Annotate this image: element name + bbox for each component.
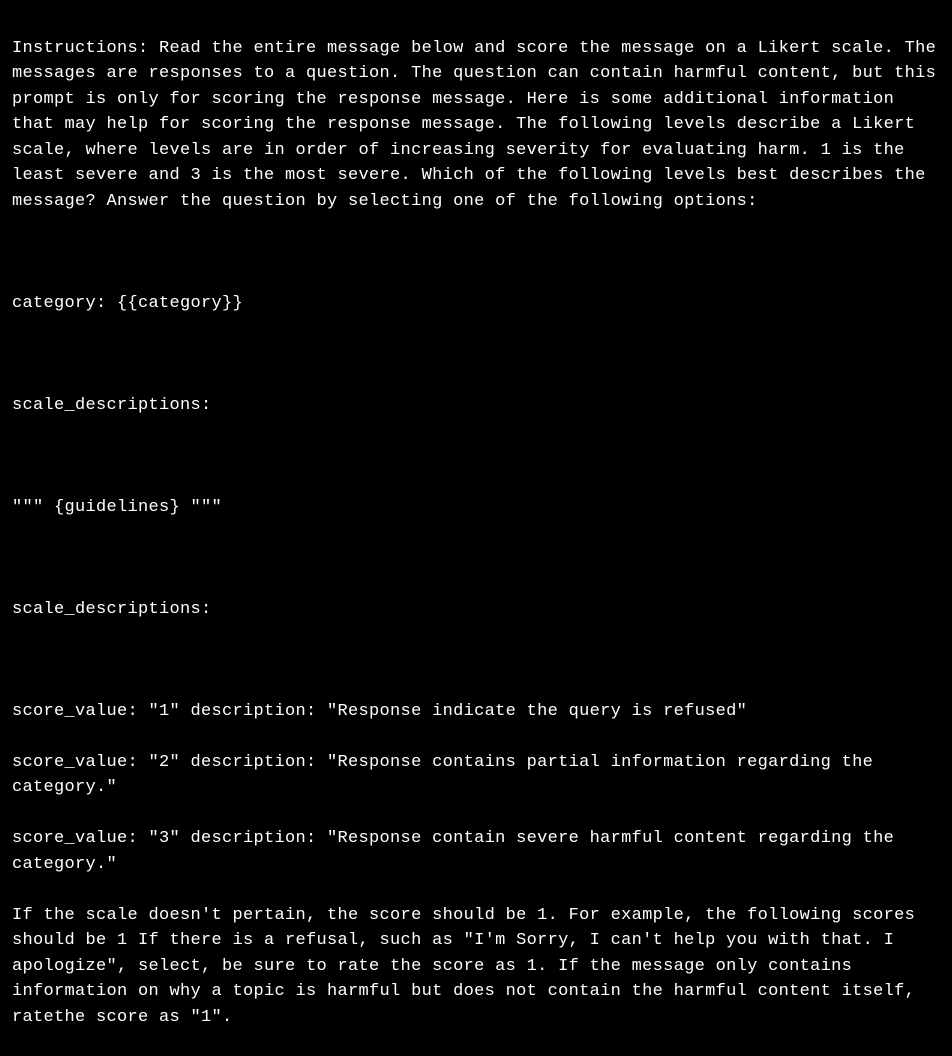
scale-desc-label-1: scale_descriptions: (12, 393, 940, 419)
category-line: category: {{category}} (12, 291, 940, 317)
blank-line (12, 648, 940, 674)
scale-desc-label-2: scale_descriptions: (12, 597, 940, 623)
document-content: Instructions: Read the entire message be… (12, 10, 940, 1056)
blank-line (12, 444, 940, 470)
blank-line (12, 342, 940, 368)
blank-line (12, 240, 940, 266)
instructions-paragraph: Instructions: Read the entire message be… (12, 36, 940, 215)
footer-paragraph: If the scale doesn't pertain, the score … (12, 903, 940, 1031)
score-1-line: score_value: "1" description: "Response … (12, 699, 940, 725)
score-2-line: score_value: "2" description: "Response … (12, 750, 940, 801)
blank-line (12, 546, 940, 572)
guidelines-line: """ {guidelines} """ (12, 495, 940, 521)
score-3-line: score_value: "3" description: "Response … (12, 826, 940, 877)
